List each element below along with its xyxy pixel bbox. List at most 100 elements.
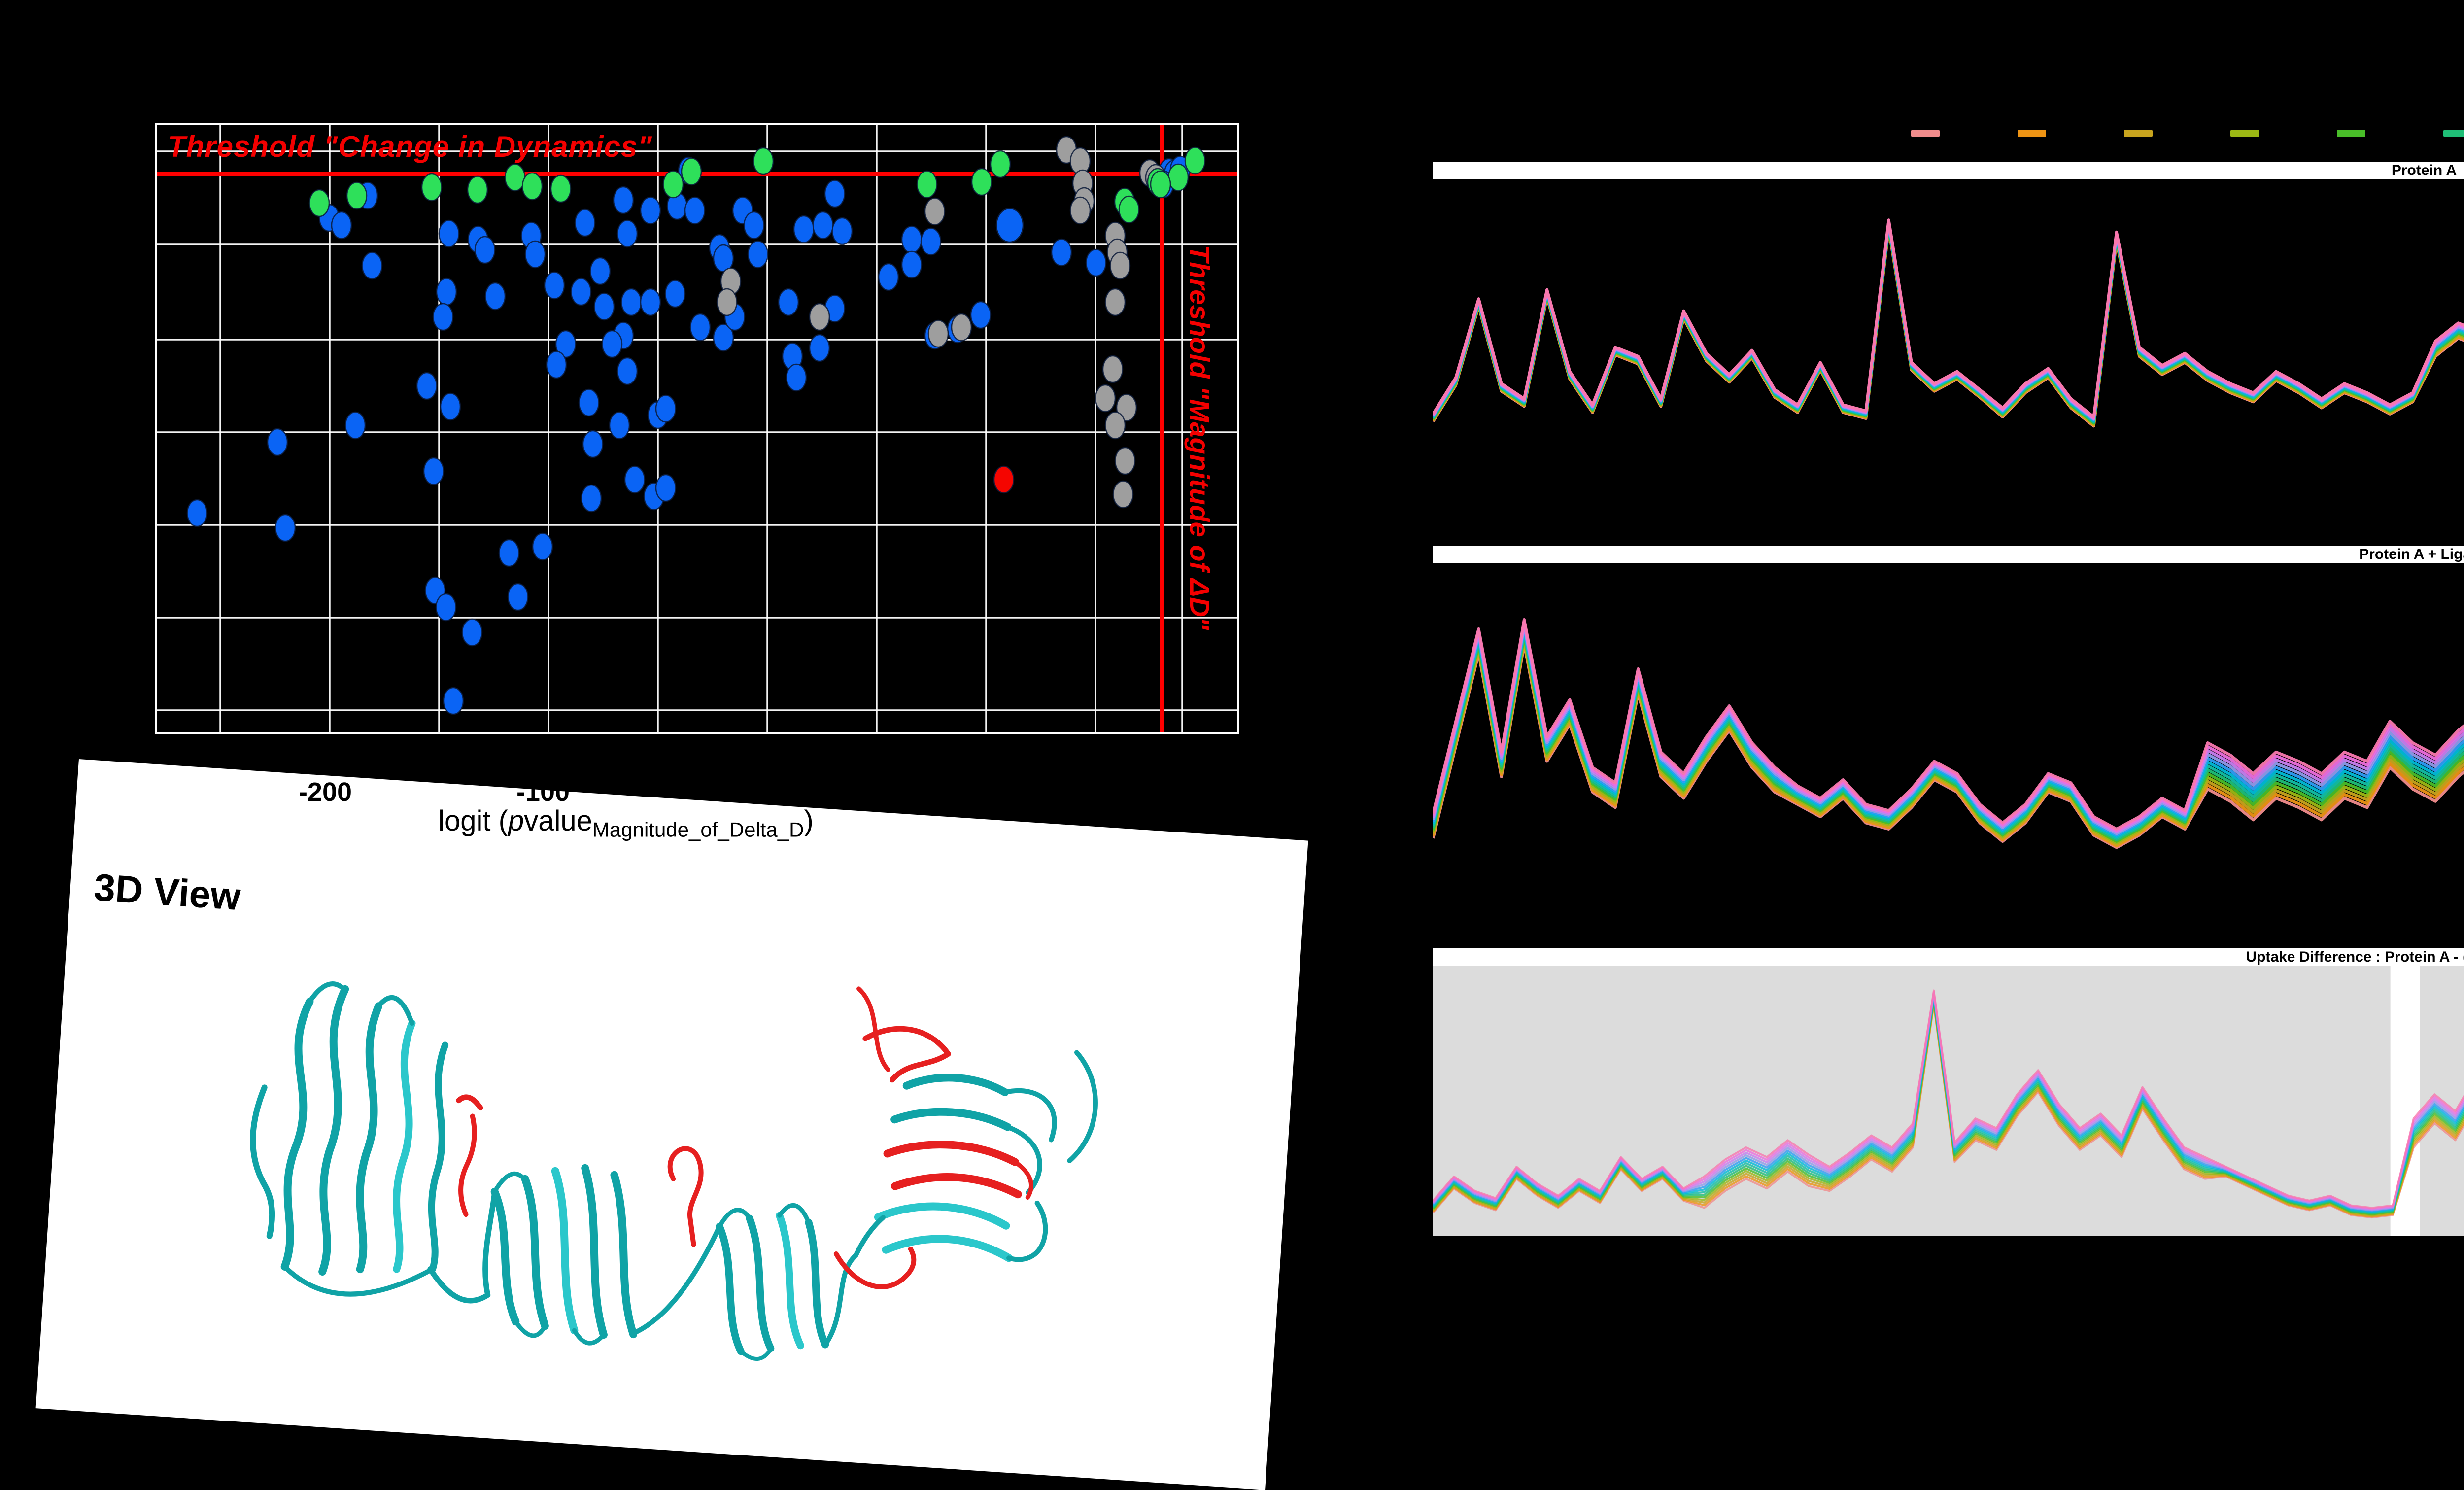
- uptake-difference-plot[interactable]: [1433, 966, 2464, 1236]
- scatter-point-peptides-above-dynamics-threshold[interactable]: [1184, 146, 1206, 175]
- scatter-point-peptides-not-significant[interactable]: [747, 240, 769, 269]
- scatter-point-peptides-not-significant[interactable]: [593, 292, 615, 321]
- uptake-line-series-2[interactable]: [1433, 212, 2464, 464]
- scatter-point-peptides-not-significant[interactable]: [524, 240, 546, 269]
- scatter-point-peptides-not-significant[interactable]: [267, 428, 288, 456]
- scatter-point-peptides-not-significant[interactable]: [582, 430, 604, 458]
- scatter-point-peptides-excluded[interactable]: [927, 319, 949, 348]
- scatter-point-peptides-above-dynamics-threshold[interactable]: [1150, 170, 1171, 199]
- structure-3d-card[interactable]: 3D View: [35, 759, 1308, 1490]
- uptake-line-series-4[interactable]: [1433, 211, 2464, 444]
- scatter-point-peptides-not-significant[interactable]: [532, 532, 553, 561]
- scatter-point-peptides-not-significant[interactable]: [831, 217, 853, 245]
- uptake-line-series-6[interactable]: [1433, 997, 2464, 1214]
- uptake-line-series-3[interactable]: [1433, 1000, 2464, 1216]
- scatter-point-peptides-not-significant[interactable]: [920, 227, 942, 256]
- uptake-line-series-1[interactable]: [1433, 213, 2464, 473]
- scatter-point-peptides-excluded[interactable]: [924, 197, 946, 226]
- scatter-point-peptides-not-significant[interactable]: [786, 363, 807, 392]
- scatter-point-peptides-not-significant[interactable]: [474, 236, 496, 264]
- legend-timepoint-0[interactable]: [1911, 130, 1940, 137]
- scatter-point-peptides-not-significant[interactable]: [423, 457, 445, 485]
- scatter-point-peptides-not-significant[interactable]: [461, 618, 483, 647]
- scatter-point-peptides-excluded[interactable]: [1069, 196, 1091, 225]
- scatter-point-peptides-not-significant[interactable]: [578, 388, 600, 417]
- scatter-point-peptides-excluded[interactable]: [1114, 447, 1136, 475]
- scatter-point-peptides-not-significant[interactable]: [443, 687, 464, 715]
- scatter-point-peptides-not-significant[interactable]: [435, 593, 457, 622]
- scatter-point-peptides-above-dynamics-threshold[interactable]: [308, 189, 330, 217]
- scatter-point-peptides-not-significant[interactable]: [581, 484, 602, 513]
- scatter-point-peptides-above-dynamics-threshold[interactable]: [1118, 195, 1140, 224]
- uptake-line-series-0[interactable]: [1433, 1004, 2464, 1219]
- volcano-canvas[interactable]: [155, 123, 1239, 734]
- scatter-point-peptides-not-significant[interactable]: [440, 392, 461, 421]
- scatter-point-peptides-above-dynamics-threshold[interactable]: [1167, 163, 1189, 192]
- scatter-point-peptides-above-dynamics-threshold[interactable]: [681, 157, 702, 186]
- scatter-point-peptides-not-significant[interactable]: [616, 357, 638, 385]
- scatter-point-peptides-not-significant[interactable]: [743, 211, 765, 240]
- uptake-line-series-5[interactable]: [1433, 998, 2464, 1214]
- scatter-point-peptides-not-significant[interactable]: [574, 208, 596, 237]
- legend-timepoint-1[interactable]: [2018, 130, 2046, 137]
- legend-timepoint-2[interactable]: [2124, 130, 2153, 137]
- scatter-point-peptides-above-dynamics-threshold[interactable]: [971, 168, 992, 196]
- scatter-point-peptides-not-significant[interactable]: [555, 330, 577, 358]
- scatter-point-peptides-not-significant[interactable]: [901, 225, 923, 254]
- scatter-point-peptides-not-significant[interactable]: [624, 465, 646, 494]
- scatter-point-peptides-not-significant[interactable]: [655, 474, 677, 502]
- scatter-point-peptides-not-significant[interactable]: [640, 196, 661, 225]
- scatter-point-peptides-not-significant[interactable]: [589, 257, 611, 285]
- scatter-point-peptides-not-significant[interactable]: [616, 219, 638, 248]
- scatter-point-peptides-not-significant[interactable]: [809, 334, 830, 362]
- scatter-point-peptides-excluded[interactable]: [951, 313, 972, 342]
- uptake-line-series-1[interactable]: [1433, 1003, 2464, 1218]
- scatter-point-peptides-excluded[interactable]: [716, 288, 738, 316]
- scatter-point-peptides-not-significant[interactable]: [438, 219, 460, 248]
- scatter-point-peptides-not-significant[interactable]: [1051, 238, 1072, 267]
- uptake-line-series-9[interactable]: [1433, 207, 2464, 421]
- uptake-line-series-11[interactable]: [1433, 206, 2464, 419]
- uptake-line-series-10[interactable]: [1433, 992, 2464, 1211]
- scatter-point-peptides-not-significant[interactable]: [689, 313, 711, 342]
- scatter-point-peptides-above-dynamics-threshold[interactable]: [421, 173, 443, 202]
- scatter-point-peptides-not-significant[interactable]: [713, 323, 734, 352]
- uptake-line-series-0[interactable]: [1433, 214, 2464, 484]
- scatter-point-peptides-above-dynamics-threshold[interactable]: [467, 175, 488, 204]
- scatter-point-peptides-significant-both[interactable]: [993, 465, 1015, 494]
- scatter-point-peptides-excluded[interactable]: [809, 303, 830, 331]
- scatter-point-peptides-not-significant[interactable]: [546, 350, 567, 379]
- uptake-line-series-8[interactable]: [1433, 994, 2464, 1212]
- scatter-point-peptides-above-dynamics-threshold[interactable]: [916, 170, 938, 199]
- scatter-point-peptides-above-dynamics-threshold[interactable]: [662, 170, 684, 199]
- scatter-point-peptides-above-dynamics-threshold[interactable]: [346, 181, 368, 210]
- scatter-point-peptides-not-significant[interactable]: [684, 196, 706, 225]
- scatter-point-peptides-not-significant[interactable]: [361, 251, 383, 280]
- scatter-point-large[interactable]: [995, 208, 1024, 243]
- scatter-point-peptides-above-dynamics-threshold[interactable]: [521, 172, 543, 201]
- uptake-line-series-3[interactable]: [1433, 211, 2464, 453]
- scatter-point-peptides-not-significant[interactable]: [274, 514, 296, 542]
- scatter-point-peptides-not-significant[interactable]: [432, 303, 454, 331]
- uptake-line-series-2[interactable]: [1433, 1002, 2464, 1217]
- scatter-point-peptides-not-significant[interactable]: [878, 263, 899, 291]
- scatter-point-peptides-excluded[interactable]: [1095, 384, 1116, 413]
- scatter-point-peptides-not-significant[interactable]: [416, 372, 438, 400]
- uptake-line-series-11[interactable]: [1433, 991, 2464, 1210]
- uptake-line-series-7[interactable]: [1433, 995, 2464, 1213]
- scatter-point-peptides-not-significant[interactable]: [613, 186, 634, 214]
- scatter-point-peptides-not-significant[interactable]: [793, 215, 815, 243]
- legend-timepoint-3[interactable]: [2230, 130, 2259, 137]
- scatter-point-peptides-not-significant[interactable]: [601, 330, 623, 358]
- uptake-line-series-4[interactable]: [1433, 999, 2464, 1215]
- uptake-plot-protein-a-ligand[interactable]: [1433, 568, 2464, 903]
- uptake-line-series-9[interactable]: [1433, 993, 2464, 1212]
- scatter-point-peptides-excluded[interactable]: [1102, 355, 1124, 383]
- uptake-line-series-0[interactable]: [1433, 643, 2464, 849]
- scatter-point-peptides-not-significant[interactable]: [1085, 248, 1107, 277]
- scatter-point-peptides-not-significant[interactable]: [331, 211, 352, 240]
- scatter-point-peptides-not-significant[interactable]: [620, 288, 642, 316]
- scatter-point-peptides-not-significant[interactable]: [970, 301, 992, 329]
- scatter-point-peptides-not-significant[interactable]: [344, 411, 366, 440]
- scatter-point-peptides-not-significant[interactable]: [484, 282, 506, 311]
